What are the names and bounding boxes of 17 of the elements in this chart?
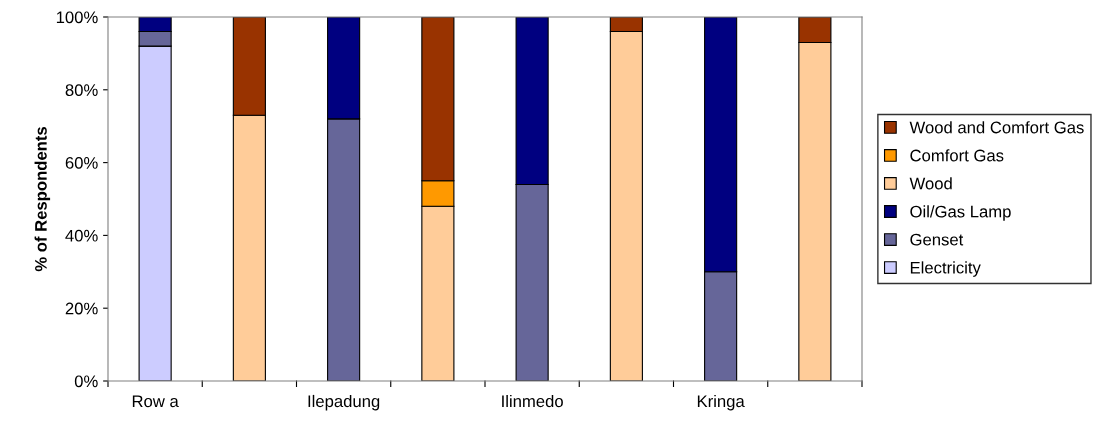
legend-label: Oil/Gas Lamp [910, 205, 1011, 221]
y-tick-label: 0% [74, 375, 98, 388]
y-tick-label: 20% [65, 302, 98, 315]
y-axis-title: % of Respondents [34, 126, 51, 272]
y-tick-label: 40% [65, 229, 98, 242]
x-tick-label: Kringa [697, 394, 745, 411]
y-tick-label: 80% [65, 84, 98, 96]
x-tick-label: Ilinmedo [502, 394, 563, 408]
x-tick-label: Ilepadung [308, 394, 380, 411]
legend-label: Electricity [910, 261, 981, 277]
y-tick-label: 60% [65, 157, 98, 169]
legend-label: Wood [909, 177, 952, 190]
y-tick-label: 100% [56, 11, 98, 24]
legend-label: Comfort Gas [910, 149, 1004, 162]
legend-label: Wood and Comfort Gas [909, 121, 1084, 134]
x-tick-label: Row a [132, 395, 179, 408]
legend-label: Genset [910, 233, 964, 246]
